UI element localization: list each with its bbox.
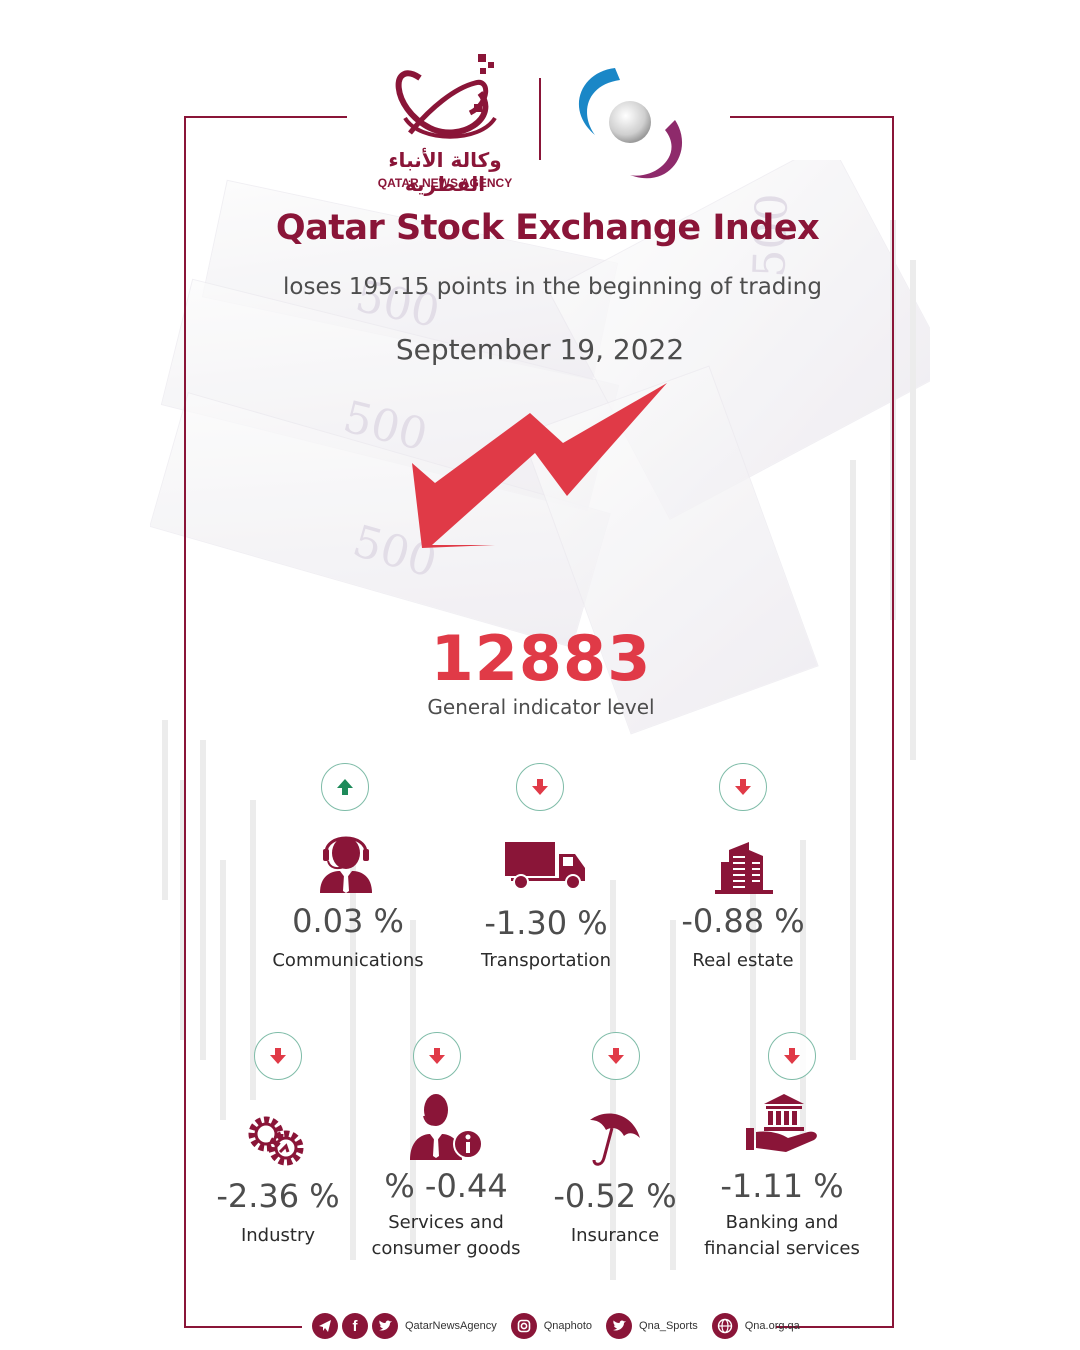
instagram-icon[interactable] [510,1313,537,1339]
handle-instagram[interactable]: Qnaphoto [543,1320,593,1332]
truck-icon [505,842,585,890]
facebook-icon[interactable]: f [342,1313,368,1339]
handle-sports[interactable]: Qna_Sports [639,1320,698,1332]
social-footer: f QatarNewsAgency Qnaphoto Qna_Sports Qn… [312,1312,810,1340]
sector-label-real-estate: Real estate [692,950,794,971]
call-center-agent-icon [320,836,372,893]
arrow-down-icon [735,779,751,795]
sector-value-transportation: -1.30 % [484,904,608,942]
arrow-up-icon [337,779,353,795]
trend-down-indicator [413,1032,461,1080]
frame-top-right [730,116,894,118]
sector-label-services-line2: consumer goods [371,1238,521,1259]
umbrella-icon [590,1113,640,1166]
frame-top-left [184,116,347,118]
telegram-icon[interactable] [312,1313,338,1339]
report-date: September 19, 2022 [395,333,685,366]
qna-emblem-icon [395,54,497,139]
agency-name-arabic: وكالة الأنباء القطرية [388,148,502,196]
frame-right [892,116,894,1327]
sector-value-banking: -1.11 % [720,1167,844,1205]
index-label: General indicator level [427,695,655,719]
sector-value-real-estate: -0.88 % [681,902,805,940]
sector-value-services: % -0.44 [384,1167,508,1205]
bank-hand-icon [746,1094,817,1152]
twitter-sports-icon[interactable] [606,1313,633,1339]
frame-left [184,116,186,1327]
logo-divider [539,78,541,160]
handle-main[interactable]: QatarNewsAgency [405,1320,497,1332]
frame-bottom-left [184,1326,302,1328]
support-agent-info-icon [410,1094,483,1160]
sector-value-industry: -2.36 % [216,1177,340,1215]
arrow-down-icon [532,779,548,795]
page-subtitle: loses 195.15 points in the beginning of … [283,274,822,300]
arrow-down-icon [429,1048,445,1064]
sector-label-banking-line1: Banking and [725,1212,839,1233]
arrow-down-icon [608,1048,624,1064]
qna-logo: وكالة الأنباء القطرية QATAR NEWS AGENCY [360,48,530,196]
arrow-down-icon [270,1048,286,1064]
trend-down-indicator [592,1032,640,1080]
index-value: 12883 [430,622,652,695]
sector-label-banking-line2: financial services [704,1238,860,1259]
building-icon [715,842,773,894]
logo-header: وكالة الأنباء القطرية QATAR NEWS AGENCY [0,40,1080,196]
sector-value-insurance: -0.52 % [553,1177,677,1215]
gears-icon [248,1116,304,1166]
sector-label-insurance: Insurance [570,1225,660,1246]
agency-name-english: QATAR NEWS AGENCY [377,176,513,190]
downtrend-arrow-icon [412,383,667,548]
sector-label-services-line1: Services and [388,1212,504,1233]
sector-label-industry: Industry [240,1225,316,1246]
trend-down-indicator [516,763,564,811]
sector-label-transportation: Transportation [481,950,611,971]
frame-bottom-right [776,1326,894,1328]
sector-value-communications: 0.03 % [292,902,404,940]
sector-label-communications: Communications [272,950,424,971]
partner-logo [560,60,700,190]
website-link[interactable]: Qna.org.qa [744,1320,800,1332]
page-title: Qatar Stock Exchange Index [275,208,820,248]
trend-down-indicator [768,1032,816,1080]
arrow-down-icon [784,1048,800,1064]
trend-down-indicator [254,1032,302,1080]
globe-icon[interactable] [711,1313,738,1339]
trend-up-indicator [321,763,369,811]
pearl-emblem-icon [578,68,683,179]
trend-down-indicator [719,763,767,811]
twitter-icon[interactable] [372,1313,398,1339]
